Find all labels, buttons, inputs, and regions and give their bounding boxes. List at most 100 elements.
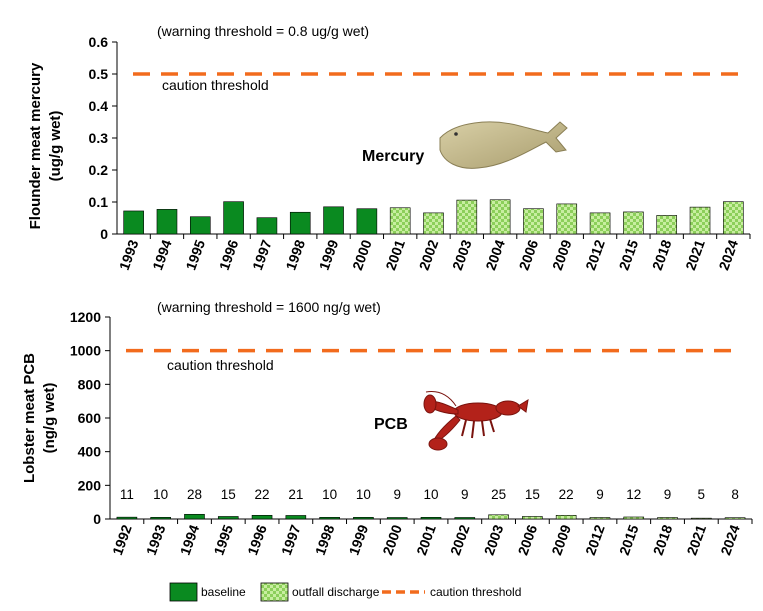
pcb-x-tick-label: 2015 (616, 522, 642, 557)
pcb-x-tick-label: 2003 (481, 522, 507, 557)
pcb-x-tick-label: 1992 (109, 522, 135, 557)
mercury-caution-label: caution threshold (162, 77, 269, 93)
pcb-y-tick-label: 0 (93, 511, 101, 527)
pcb-x-tick-label: 1993 (143, 522, 169, 557)
mercury-y-tick-label: 0.1 (89, 194, 109, 210)
mercury-bar (289, 211, 311, 235)
pcb-x-tick-label: 1998 (312, 522, 338, 557)
flounder-icon (439, 121, 568, 169)
pcb-y-tick-label: 1000 (70, 343, 101, 359)
pcb-y-tick-label: 200 (78, 477, 102, 493)
pcb-y-axis-title: Lobster meat PCB (ng/g wet) (21, 353, 58, 483)
pcb-bar (454, 517, 476, 520)
mercury-x-tick-label: 1998 (282, 237, 308, 272)
legend-label-caution: caution threshold (430, 585, 521, 599)
mercury-bar (456, 199, 478, 235)
mercury-y-tick-label: 0.4 (89, 98, 109, 114)
pcb-bar (657, 517, 678, 520)
pcb-data-label: 9 (461, 487, 469, 502)
pcb-bar (623, 516, 645, 520)
pcb-bar (691, 517, 712, 520)
mercury-y-axis-title: Flounder meat mercury (ug/g wet) (27, 62, 64, 229)
pcb-data-label: 11 (120, 487, 134, 502)
mercury-y-tick-label: 0.5 (89, 66, 109, 82)
mercury-y-axis-title-line1: Flounder meat mercury (27, 62, 44, 229)
mercury-y-tick-label: 0.6 (89, 34, 109, 50)
pcb-data-label: 22 (255, 487, 270, 502)
pcb-y-tick-label: 1200 (70, 309, 101, 325)
pcb-x-tick-label: 2002 (447, 522, 473, 557)
mercury-bar (589, 212, 611, 235)
mercury-bar (223, 201, 244, 235)
pcb-data-label: 25 (491, 487, 506, 502)
pcb-caution-label: caution threshold (167, 357, 274, 373)
pcb-data-label: 9 (664, 487, 672, 502)
mercury-bar (423, 212, 444, 235)
mercury-bar (389, 207, 411, 235)
mercury-bar (156, 209, 178, 235)
pcb-data-label: 9 (393, 487, 401, 502)
mercury-warning-note: (warning threshold = 0.8 ug/g wet) (157, 23, 369, 39)
pcb-x-tick-label: 2006 (514, 522, 540, 557)
pcb-x-tick-label: 1999 (346, 522, 372, 557)
pcb-x-tick-label: 2001 (413, 522, 439, 557)
pcb-data-label: 15 (525, 487, 540, 502)
mercury-bar (189, 216, 211, 235)
pcb-x-tick-label: 2000 (379, 522, 405, 557)
pcb-bar (184, 513, 205, 520)
pcb-data-label: 10 (423, 487, 438, 502)
pcb-data-label: 10 (356, 487, 371, 502)
mercury-y-tick-label: 0 (100, 226, 108, 242)
mercury-x-tick-label: 2002 (416, 237, 442, 272)
pcb-y-axis-title-line1: Lobster meat PCB (21, 353, 38, 483)
pcb-warning-note: (warning threshold = 1600 ng/g wet) (157, 299, 381, 315)
mercury-y-tick-label: 0.2 (89, 162, 109, 178)
pcb-bar (217, 516, 239, 520)
pcb-bar (386, 517, 408, 520)
mercury-bar (323, 206, 344, 235)
pcb-bar (724, 517, 746, 520)
pcb-y-tick-label: 600 (78, 410, 102, 426)
pcb-data-label: 8 (731, 487, 739, 502)
mercury-bar (523, 208, 544, 235)
mercury-x-tick-label: 1997 (249, 237, 275, 272)
pcb-x-tick-label: 1994 (177, 522, 203, 557)
mercury-y-tick-label: 0.3 (89, 130, 109, 146)
pcb-data-label: 21 (288, 487, 303, 502)
legend-label-outfall: outfall discharge (292, 585, 380, 599)
mercury-x-tick-label: 2009 (549, 237, 575, 272)
mercury-bar (256, 217, 278, 235)
mercury-x-tick-label: 1994 (149, 237, 175, 272)
pcb-x-tick-label: 2009 (548, 522, 574, 557)
mercury-x-tick-label: 1999 (316, 237, 342, 272)
pcb-x-tick-label: 2021 (683, 522, 709, 557)
pcb-bar (353, 517, 374, 520)
pcb-bar (319, 517, 340, 520)
pcb-bar (150, 517, 171, 520)
legend-swatch-baseline (169, 582, 198, 602)
mercury-x-tick-label: 2024 (715, 237, 741, 272)
legend-swatch-outfall (260, 582, 289, 602)
pcb-x-tick-label: 1997 (278, 522, 304, 557)
mercury-x-tick-label: 1996 (216, 237, 242, 272)
pcb-name-label: PCB (374, 416, 408, 433)
pcb-data-label: 12 (626, 487, 641, 502)
mercury-bar (123, 210, 144, 235)
mercury-y-axis-title-line2: (ug/g wet) (47, 111, 64, 182)
pcb-data-label: 9 (596, 487, 604, 502)
pcb-y-tick-label: 400 (78, 444, 102, 460)
pcb-data-label: 5 (698, 487, 706, 502)
pcb-bar (251, 514, 273, 520)
mercury-x-tick-label: 1995 (182, 237, 208, 272)
mercury-bar (623, 211, 644, 235)
mercury-x-tick-label: 2012 (582, 237, 608, 272)
mercury-x-tick-label: 2006 (516, 237, 542, 272)
mercury-bar (689, 206, 711, 235)
mercury-bar (723, 201, 744, 235)
pcb-data-label: 28 (187, 487, 202, 502)
pcb-x-tick-label: 1996 (244, 522, 270, 557)
mercury-bar (656, 215, 678, 235)
pcb-bar (589, 517, 611, 520)
pcb-y-axis-title-line2: (ng/g wet) (41, 383, 58, 454)
